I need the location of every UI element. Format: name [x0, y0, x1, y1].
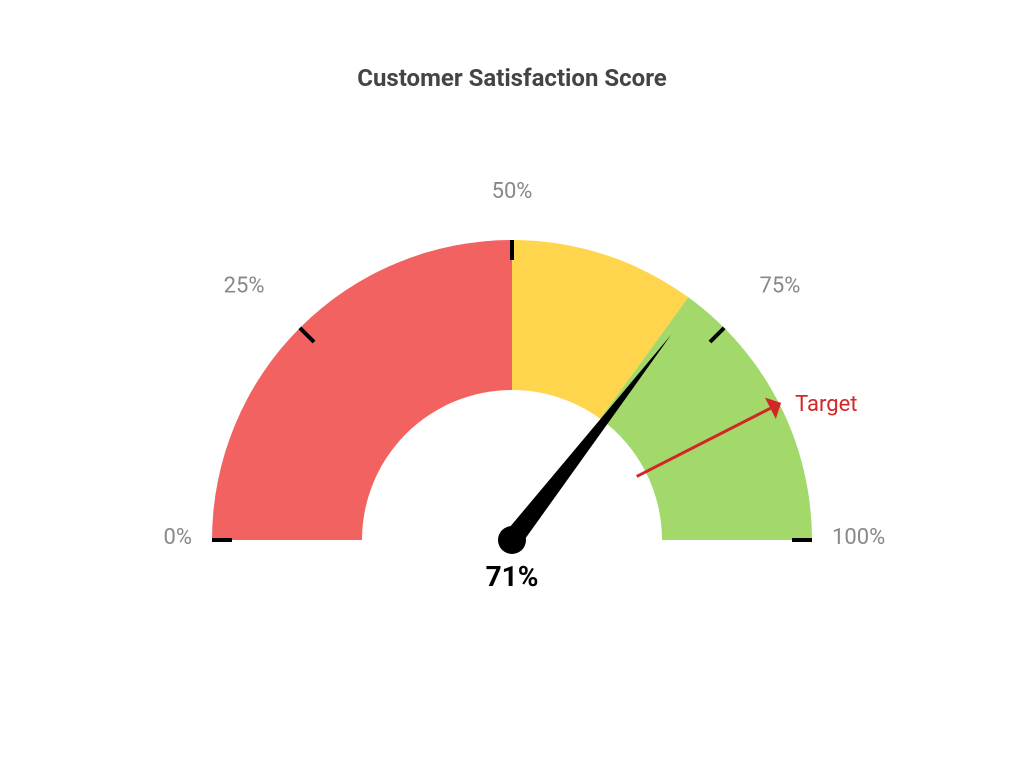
gauge-chart-container: Customer Satisfaction Score 0% 25% 50% 75% 1…	[0, 0, 1024, 759]
gauge-svg: 0% 25% 50% 75% 100% Target 71%	[112, 140, 912, 660]
gauge-tick-label: 50%	[492, 179, 533, 204]
gauge-tick-label: 100%	[832, 525, 885, 550]
chart-title: Customer Satisfaction Score	[0, 64, 1024, 92]
gauge-segments	[212, 240, 812, 540]
gauge-tick-label: 0%	[164, 525, 192, 550]
target-label: Target	[795, 392, 857, 417]
needle-hub	[498, 526, 526, 554]
gauge-value-label: 71%	[486, 560, 539, 593]
gauge-tick-label: 25%	[224, 274, 265, 299]
gauge-tick-label: 75%	[759, 274, 800, 299]
